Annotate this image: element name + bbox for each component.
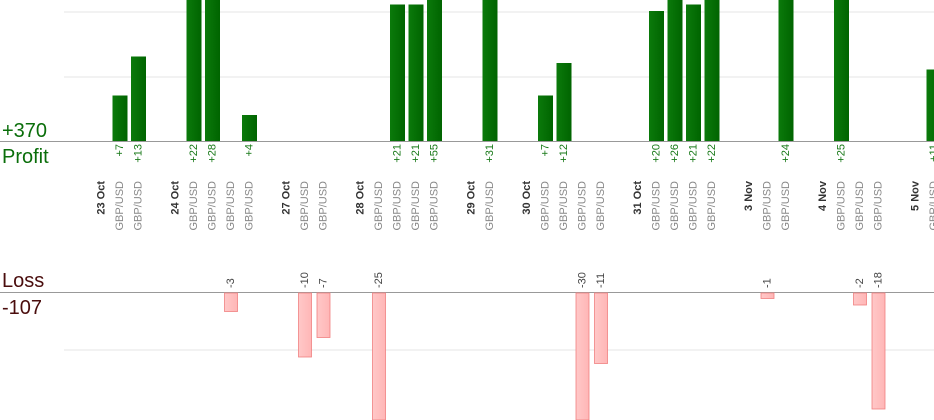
pair-label: GBP/USD	[188, 181, 200, 231]
pair-label: GBP/USD	[318, 181, 330, 231]
pair-label: GBP/USD	[651, 181, 663, 231]
profit-bar	[112, 95, 128, 141]
loss-bar	[316, 292, 331, 338]
profit-value-label: +22	[188, 144, 200, 163]
profit-bar	[205, 0, 220, 141]
loss-value-label: -2	[854, 278, 866, 288]
pair-label: GBP/USD	[484, 181, 496, 231]
pair-label: GBP/USD	[429, 181, 441, 231]
loss-bar	[298, 292, 312, 358]
loss-value-label: -18	[873, 272, 885, 288]
pair-label: GBP/USD	[669, 181, 681, 231]
loss-bar	[853, 292, 867, 306]
loss-value-label: -7	[318, 278, 330, 288]
profit-bar	[649, 11, 664, 141]
pair-label: GBP/USD	[244, 181, 256, 231]
profit-bar	[834, 0, 849, 141]
bars	[112, 0, 934, 420]
pair-label: GBP/USD	[780, 181, 792, 231]
profit-bar	[686, 4, 701, 141]
pair-label: GBP/USD	[928, 181, 934, 231]
profit-value-label: +11	[928, 144, 934, 162]
loss-bar	[760, 292, 775, 299]
profit-value-label: +31	[484, 144, 496, 163]
pair-label: GBP/USD	[706, 181, 718, 231]
profit-bar	[242, 115, 257, 141]
profit-value-label: +21	[392, 144, 404, 163]
pair-label: GBP/USD	[688, 181, 700, 231]
loss-bar	[224, 292, 238, 312]
date-label: 23 Oct	[96, 181, 108, 215]
date-label: 24 Oct	[170, 181, 182, 215]
profit-value-label: +13	[133, 144, 145, 163]
date-label: 31 Oct	[632, 181, 644, 215]
pair-label: GBP/USD	[392, 181, 404, 231]
loss-bar	[871, 292, 886, 410]
date-label: 28 Oct	[355, 181, 367, 215]
profit-bar	[926, 69, 934, 141]
profit-value-label: +12	[558, 144, 570, 163]
pair-label: GBP/USD	[207, 181, 219, 231]
pair-label: GBP/USD	[836, 181, 848, 231]
pair-label: GBP/USD	[558, 181, 570, 231]
category-labels: 23 Oct GBP/USD GBP/USD 24 Oct GBP/USD GBP/USD…	[96, 180, 934, 230]
profit-value-label: +7	[114, 144, 126, 157]
loss-value-label: -30	[577, 272, 589, 288]
profit-bar	[131, 56, 146, 141]
pair-label: GBP/USD	[577, 181, 589, 231]
profit-bar	[408, 4, 424, 141]
profit-bar	[538, 95, 553, 141]
loss-bar	[594, 292, 608, 364]
profit-value-label: +21	[410, 144, 422, 163]
pair-label: GBP/USD	[540, 181, 552, 231]
profit-bar	[390, 4, 405, 141]
pair-label: GBP/USD	[762, 181, 774, 231]
profit-bar	[778, 0, 794, 141]
profit-bar	[482, 0, 498, 141]
profit-value-label: +22	[706, 144, 718, 163]
profit-value-label: +26	[669, 144, 681, 163]
profit-value-label: +7	[540, 144, 552, 157]
profit-value-label: +28	[207, 144, 219, 163]
pair-label: GBP/USD	[595, 181, 607, 231]
pair-label: GBP/USD	[225, 181, 237, 231]
pair-label: GBP/USD	[873, 181, 885, 231]
profit-bar	[186, 0, 202, 141]
loss-value-label: -1	[762, 278, 774, 288]
date-label: 4 Nov	[817, 180, 829, 211]
value-labels: +7 +13 +22 +28 +4 +21 +21 +55 +31 +7 +12 +20 +26 +21 +…	[114, 144, 934, 288]
profit-value-label: +24	[780, 144, 792, 163]
pair-label: GBP/USD	[133, 181, 145, 231]
profit-total: +370	[2, 120, 47, 142]
profit-bar	[427, 0, 442, 141]
loss-bar	[575, 292, 590, 420]
date-label: 29 Oct	[466, 181, 478, 215]
profit-value-label: +55	[429, 144, 441, 163]
date-label: 27 Oct	[281, 181, 293, 215]
profit-bar	[667, 0, 683, 141]
profit-label: Profit	[2, 146, 49, 168]
profit-bar	[704, 0, 720, 141]
pair-label: GBP/USD	[373, 181, 385, 231]
profit-value-label: +4	[244, 144, 256, 157]
pair-label: GBP/USD	[854, 181, 866, 231]
profit-value-label: +25	[836, 144, 848, 163]
loss-value-label: -10	[299, 272, 311, 288]
profit-value-label: +20	[651, 144, 663, 163]
pair-label: GBP/USD	[114, 181, 126, 231]
loss-label: Loss	[2, 270, 44, 292]
date-label: 3 Nov	[743, 180, 755, 211]
pair-label: GBP/USD	[299, 181, 311, 231]
date-label: 30 Oct	[521, 181, 533, 215]
loss-total: -107	[2, 297, 42, 319]
profit-value-label: +21	[688, 144, 700, 163]
pair-label: GBP/USD	[410, 181, 422, 231]
loss-value-label: -3	[225, 278, 237, 288]
loss-value-label: -11	[595, 273, 607, 288]
profit-bar	[556, 63, 572, 141]
loss-value-label: -25	[373, 272, 385, 288]
loss-bar	[372, 292, 386, 420]
date-label: 5 Nov	[910, 180, 922, 211]
